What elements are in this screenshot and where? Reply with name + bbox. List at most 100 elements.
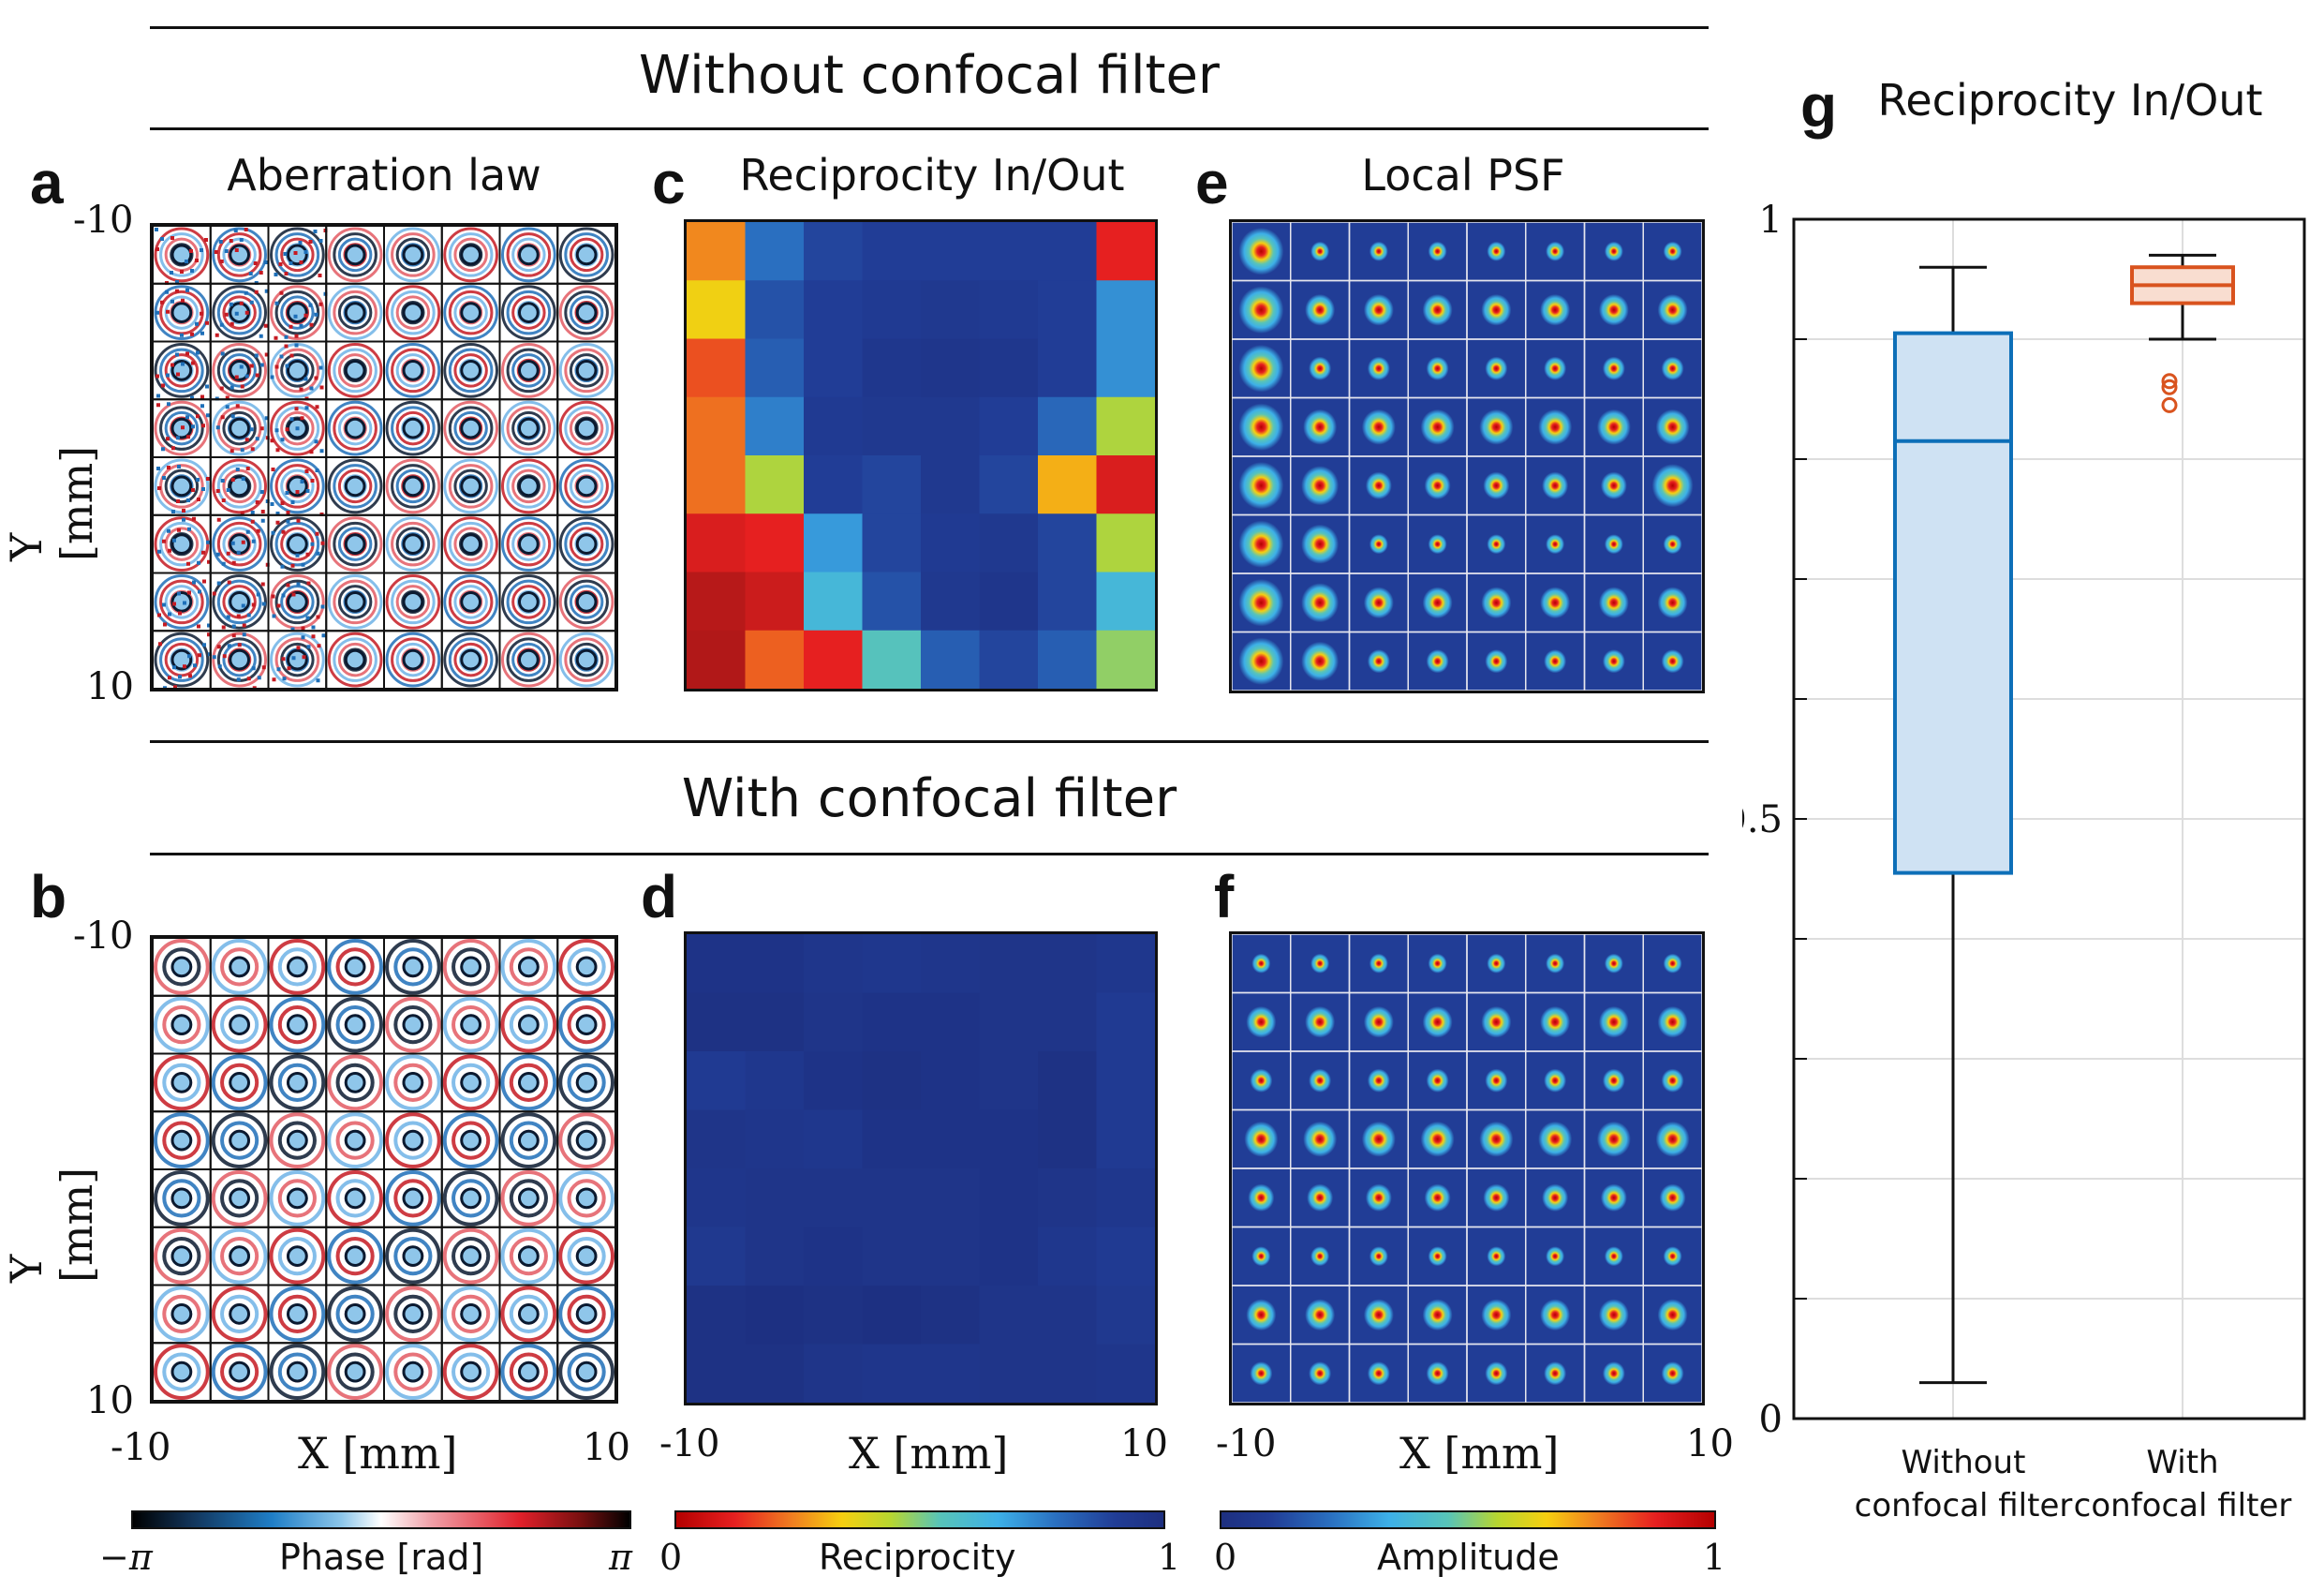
heatmap-cell	[804, 1227, 863, 1286]
heatmap-cell	[1096, 1286, 1155, 1345]
y-axis-label-a: Y [mm]	[1, 445, 102, 561]
heatmap-cell	[1038, 1344, 1097, 1403]
psf-spot	[1598, 293, 1629, 326]
phase-tile	[153, 938, 212, 997]
x-tick-right-f: 10	[1686, 1422, 1734, 1465]
heatmap-cell	[1038, 513, 1097, 572]
phase-tile	[440, 456, 501, 516]
psf-spot	[1303, 409, 1338, 445]
phase-tile	[383, 1342, 443, 1401]
psf-spot	[1657, 1005, 1688, 1038]
panel-letter-c: c	[652, 149, 686, 216]
heatmap-cell	[862, 222, 922, 281]
heatmap-cell	[1096, 572, 1155, 632]
heatmap-cell	[804, 630, 863, 689]
psf-spot	[1538, 1121, 1573, 1157]
phase-colorbar	[131, 1510, 631, 1529]
x-tick-right-d: 10	[1120, 1422, 1168, 1465]
psf-spot	[1422, 1005, 1453, 1038]
panel-letter-e: e	[1195, 149, 1229, 216]
phase-tile	[556, 630, 615, 689]
phase-tile	[267, 572, 328, 632]
heatmap-cell	[745, 1168, 805, 1227]
psf-spot	[1238, 228, 1284, 275]
psf-spot	[1604, 534, 1623, 555]
heatmap-cell	[1038, 630, 1097, 689]
box	[1893, 331, 2013, 875]
boxplot-category-with: With confocal filter	[2061, 1441, 2304, 1527]
psf-spot	[1651, 464, 1694, 508]
psf-spot	[1604, 241, 1623, 261]
middle-rule-lower	[150, 853, 1709, 855]
psf-spot	[1655, 409, 1690, 445]
phase-tile	[267, 226, 328, 285]
psf-spot	[1602, 1361, 1625, 1386]
phase-tile	[267, 1342, 328, 1401]
phase-tile	[556, 398, 615, 458]
psf-spot	[1600, 471, 1627, 499]
phase-tile	[383, 282, 443, 343]
phase-tile	[325, 1110, 385, 1170]
heatmap-cell	[862, 513, 922, 572]
psf-spot	[1600, 1183, 1627, 1212]
psf-spot	[1596, 409, 1631, 445]
heatmap-cell	[921, 630, 980, 689]
psf-spot	[1244, 1121, 1279, 1157]
heatmap-cell	[687, 1109, 746, 1169]
psf-spot	[1540, 293, 1571, 326]
phase-tile	[209, 630, 270, 689]
phase-tile	[209, 1168, 270, 1228]
boxplot-category-without-label: Without confocal filter	[1854, 1444, 2073, 1524]
heatmap-cell	[687, 513, 746, 572]
heatmap-cell	[745, 280, 805, 339]
psf-spot	[1483, 1183, 1510, 1212]
psf-spot	[1424, 471, 1451, 499]
heatmap-cell	[745, 1286, 805, 1345]
phase-tile	[267, 1284, 328, 1345]
psf-spot	[1544, 1361, 1567, 1386]
y-tick-bottom-b: 10	[86, 1379, 134, 1422]
heatmap-cell	[1038, 1286, 1097, 1345]
psf-spot	[1250, 1361, 1273, 1386]
panel-letter-f: f	[1214, 863, 1235, 930]
heatmap-cell	[687, 222, 746, 281]
psf-spot	[1305, 293, 1336, 326]
psf-spot	[1426, 1068, 1449, 1093]
heatmap-cell	[687, 934, 746, 993]
psf-spot	[1481, 1299, 1512, 1331]
heatmap-cell	[804, 1344, 863, 1403]
heatmap-cell	[804, 934, 863, 993]
reciprocity-colorbar-label: Reciprocity	[819, 1537, 1016, 1578]
reciprocity-colorbar-min: 0	[659, 1537, 683, 1578]
heatmap-cell	[921, 455, 980, 514]
panel-letter-a: a	[30, 149, 64, 216]
panel-letter-d: d	[641, 863, 678, 930]
heatmap-cell	[804, 1168, 863, 1227]
psf-spot	[1485, 1068, 1508, 1093]
heatmap-cell	[687, 1286, 746, 1345]
heatmap-cell	[979, 1051, 1039, 1110]
psf-spot	[1238, 403, 1284, 451]
phase-tile	[440, 282, 501, 343]
heatmap-cell	[804, 513, 863, 572]
heatmap-cell	[862, 1227, 922, 1286]
boxplot-category-with-label: With confocal filter	[2073, 1444, 2292, 1524]
y-tick-label: 0	[1759, 1398, 1783, 1441]
psf-spot	[1538, 409, 1573, 445]
heatmap-cell	[979, 338, 1039, 398]
amplitude-colorbar	[1220, 1510, 1716, 1529]
phase-tile	[556, 282, 615, 343]
psf-spot	[1544, 356, 1567, 380]
reciprocity-colorbar-max: 1	[1158, 1537, 1181, 1578]
psf-spot	[1420, 1121, 1455, 1157]
heatmap-cell	[804, 1286, 863, 1345]
phase-tile	[498, 1110, 559, 1170]
psf-spot	[1301, 524, 1340, 564]
heatmap-cell	[979, 222, 1039, 281]
top-rule-lower	[150, 127, 1709, 130]
phase-tile	[440, 226, 501, 285]
heatmap-cell	[745, 396, 805, 456]
heatmap-cell	[745, 1109, 805, 1169]
phase-colorbar-max: π	[609, 1537, 632, 1578]
phase-tile	[325, 1342, 385, 1401]
